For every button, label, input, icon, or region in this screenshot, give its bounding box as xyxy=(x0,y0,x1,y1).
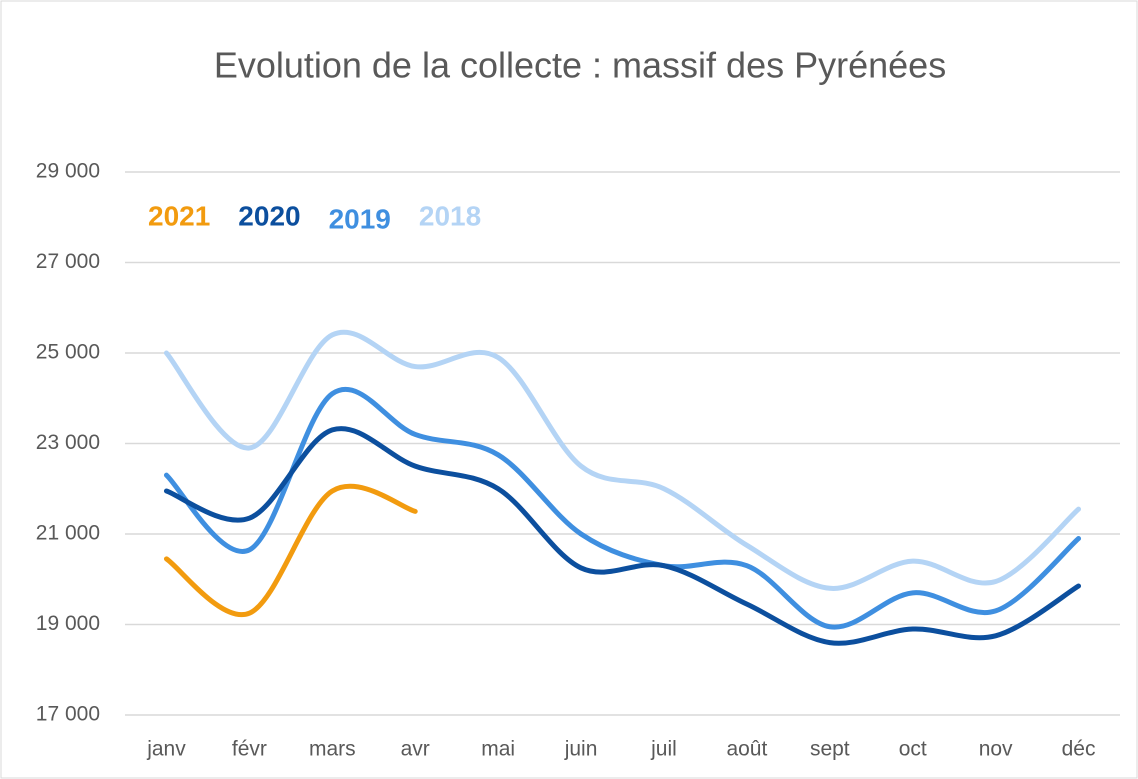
legend-entry: 2021 xyxy=(148,200,210,231)
chart-title: Evolution de la collecte : massif des Py… xyxy=(214,45,946,86)
x-tick-label: déc xyxy=(1062,738,1096,761)
x-tick-label: avr xyxy=(401,738,430,761)
x-tick-label: août xyxy=(726,738,767,761)
x-tick-label: oct xyxy=(899,738,927,761)
y-tick-label: 23 000 xyxy=(36,431,100,454)
x-tick-label: mars xyxy=(309,738,356,761)
x-tick-label: mai xyxy=(481,738,515,761)
y-tick-label: 19 000 xyxy=(36,612,100,635)
y-tick-label: 21 000 xyxy=(36,522,100,545)
legend-entry: 2019 xyxy=(329,203,391,234)
series-line xyxy=(163,426,1082,646)
legend-entry: 2020 xyxy=(238,200,300,231)
x-tick-label: juin xyxy=(564,738,598,761)
series-line xyxy=(163,483,418,618)
y-tick-label: 27 000 xyxy=(36,250,100,273)
y-tick-label: 17 000 xyxy=(36,703,100,726)
x-tick-label: sept xyxy=(810,738,850,761)
x-tick-label: nov xyxy=(979,738,1013,761)
series-line xyxy=(163,329,1082,591)
series-line xyxy=(163,386,1082,630)
x-tick-label: janv xyxy=(146,738,186,761)
x-tick-label: févr xyxy=(232,738,267,761)
y-tick-label: 25 000 xyxy=(36,341,100,364)
x-tick-label: juil xyxy=(650,738,677,761)
legend-entry: 2018 xyxy=(419,200,481,231)
y-tick-label: 29 000 xyxy=(36,160,100,183)
